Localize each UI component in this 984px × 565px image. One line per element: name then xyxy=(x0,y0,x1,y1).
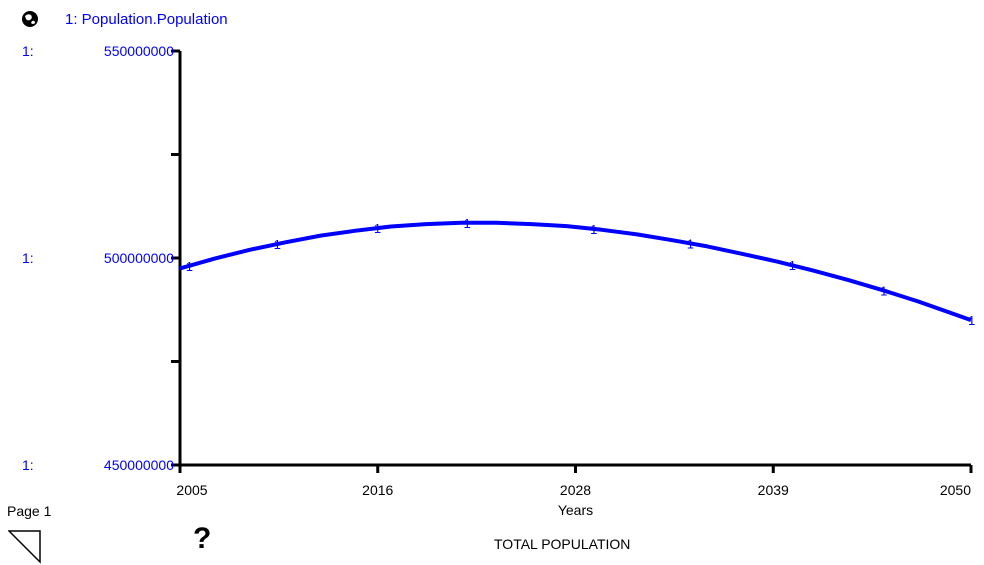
x-tick-label: 2028 xyxy=(560,482,591,498)
y-tick-label: 500000000 xyxy=(104,250,174,266)
series-marker-label: 1 xyxy=(968,313,975,328)
legend-label: 1: Population.Population xyxy=(65,11,228,28)
question-mark-icon[interactable]: ? xyxy=(193,522,212,555)
series-population: 1 1 1 1 1 1 1 1 1 xyxy=(179,216,975,328)
series-marker-label: 1 xyxy=(374,221,381,236)
y-tick-prefix: 1: xyxy=(22,250,34,266)
series-marker-label: 1 xyxy=(590,222,597,237)
x-tick-label: 2050 xyxy=(940,482,971,498)
series-marker-label: 1 xyxy=(464,216,471,231)
y-tick-label: 550000000 xyxy=(104,43,174,59)
series-line xyxy=(179,220,972,322)
series-marker-label: 1 xyxy=(687,236,694,251)
x-axis-label: Years xyxy=(558,502,593,518)
x-axis: 2005 2016 2028 2039 2050 Years xyxy=(176,463,973,518)
globe-icon xyxy=(22,11,38,27)
series-marker-label: 1 xyxy=(274,237,281,252)
page-label[interactable]: Page 1 xyxy=(7,503,52,519)
x-tick-label: 2039 xyxy=(758,482,789,498)
y-tick-prefix: 1: xyxy=(22,43,34,59)
x-tick-label: 2016 xyxy=(362,482,393,498)
page-corner-icon[interactable] xyxy=(8,530,42,564)
series-marker-label: 1 xyxy=(789,258,796,273)
chart-title: TOTAL POPULATION xyxy=(494,536,631,552)
series-marker-label: 1 xyxy=(880,283,887,298)
y-tick-prefix: 1: xyxy=(22,457,34,473)
x-tick-label: 2005 xyxy=(176,482,207,498)
y-axis: 550000000 1: 500000000 1: 450000000 1: xyxy=(22,43,182,473)
y-tick-label: 450000000 xyxy=(104,457,174,473)
series-marker-label: 1 xyxy=(186,259,193,274)
